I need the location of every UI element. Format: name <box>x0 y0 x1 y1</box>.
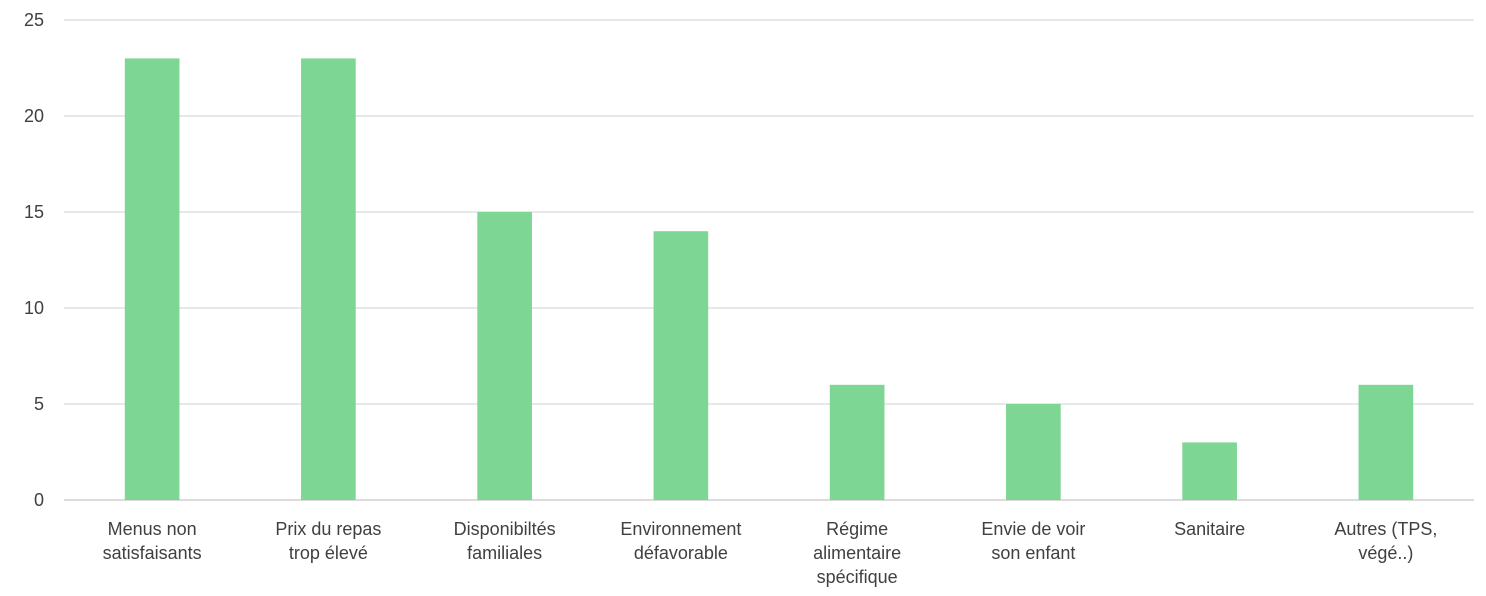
y-tick-label: 25 <box>24 10 44 30</box>
bar <box>829 384 885 500</box>
x-category-label-line: spécifique <box>817 567 898 587</box>
y-tick-label: 15 <box>24 202 44 222</box>
x-category-label-line: alimentaire <box>813 543 901 563</box>
x-category-label-line: Envie de voir <box>981 519 1085 539</box>
x-category-label: Envie de voir son enfant <box>981 519 1085 563</box>
x-category-label: Prix du repas trop élevé <box>275 519 381 563</box>
x-category-label: Environnement défavorable <box>620 519 741 563</box>
bar <box>1358 384 1414 500</box>
x-category-label-line: Régime <box>826 519 888 539</box>
bars <box>124 58 1414 501</box>
x-category-label: Disponibiltés familiales <box>454 519 556 563</box>
y-tick-label: 5 <box>34 394 44 414</box>
x-category-label: Sanitaire <box>1174 519 1245 539</box>
bar <box>1182 442 1237 500</box>
bar <box>477 212 532 500</box>
x-category-label-line: Disponibiltés <box>454 519 556 539</box>
bar <box>124 58 180 501</box>
x-category-label-line: Autres (TPS, <box>1334 519 1437 539</box>
x-category-label-line: Sanitaire <box>1174 519 1245 539</box>
x-category-label-line: satisfaisants <box>103 543 202 563</box>
y-tick-label: 20 <box>24 106 44 126</box>
grid-lines <box>64 19 1474 501</box>
x-category-label-line: Environnement <box>620 519 741 539</box>
y-tick-label: 10 <box>24 298 44 318</box>
bar <box>1006 404 1061 500</box>
x-category-label: Autres (TPS, végé..) <box>1334 519 1437 563</box>
x-category-label-line: son enfant <box>991 543 1075 563</box>
x-category-label-line: défavorable <box>634 543 728 563</box>
x-category-label-line: Menus non <box>108 519 197 539</box>
x-category-label: Menus non satisfaisants <box>103 519 202 563</box>
x-axis-labels: Menus non satisfaisants Prix du repas trop … <box>103 519 1438 587</box>
y-axis-ticks: 0 5 10 15 20 25 <box>24 10 44 510</box>
bar <box>301 58 356 501</box>
x-category-label: Régime alimentaire spécifique <box>813 519 901 587</box>
x-category-label-line: végé..) <box>1358 543 1413 563</box>
x-category-label-line: familiales <box>467 543 542 563</box>
x-category-label-line: trop élevé <box>289 543 368 563</box>
bar <box>653 231 709 500</box>
y-tick-label: 0 <box>34 490 44 510</box>
x-category-label-line: Prix du repas <box>275 519 381 539</box>
